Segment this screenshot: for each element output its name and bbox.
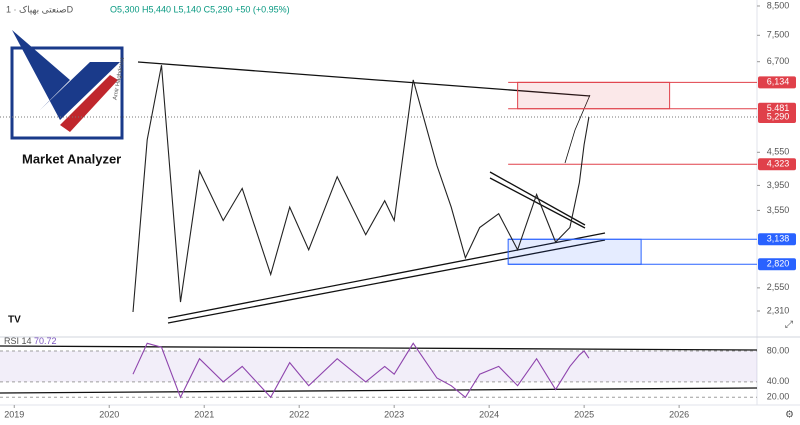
trendline xyxy=(489,177,586,229)
projection xyxy=(564,94,591,164)
rsi-title: RSI 14 70.72 xyxy=(4,336,57,346)
x-tick-label: 2019 xyxy=(4,409,24,419)
logo: Amir Haghdoust Market Analyzer xyxy=(10,30,126,166)
x-tick-label: 2023 xyxy=(384,409,404,419)
price-badge xyxy=(758,233,796,246)
ohlc: O5,300 H5,440 L5,140 C5,290 +50 (+0.95%) xyxy=(110,4,290,14)
rsi-trendline xyxy=(0,345,758,351)
y-tick-label: 80.00 xyxy=(767,345,790,355)
y-tick-label: 4,550 xyxy=(767,147,790,157)
symbol: صنعتی بهپاک · 1D xyxy=(6,4,74,15)
series-line xyxy=(132,342,590,399)
logo-eagle xyxy=(12,30,120,120)
logo-frame xyxy=(10,46,124,140)
trendline xyxy=(167,232,606,319)
price-badge-label: 2,820 xyxy=(767,259,790,269)
x-tick-label: 2024 xyxy=(479,409,499,419)
price-badge-label: 4,323 xyxy=(767,159,790,169)
price-badge-label: 6,134 xyxy=(767,77,790,87)
series-line xyxy=(132,65,590,313)
x-tick-label: 2025 xyxy=(574,409,594,419)
y-tick-label: 3,550 xyxy=(767,205,790,215)
x-tick-label: 2021 xyxy=(194,409,214,419)
y-tick-label: 6,700 xyxy=(767,56,790,66)
trendline xyxy=(167,239,606,324)
logo-stripe xyxy=(60,75,118,132)
y-tick-label: 40.00 xyxy=(767,376,790,386)
tv-logo: TV xyxy=(8,315,21,326)
trendline xyxy=(489,171,586,226)
y-tick-label: 8,500 xyxy=(767,0,790,10)
rsi-band xyxy=(0,351,757,382)
y-tick-label: 2,550 xyxy=(767,282,790,292)
settings-icon[interactable]: ⚙ xyxy=(785,410,794,421)
x-tick-label: 2022 xyxy=(289,409,309,419)
price-badge xyxy=(758,111,796,124)
trendline xyxy=(137,61,591,97)
support-zone xyxy=(507,238,642,265)
y-tick-label: 7,500 xyxy=(767,30,790,40)
x-tick-label: 2026 xyxy=(669,409,689,419)
rsi-trendline xyxy=(0,387,758,394)
y-tick-label: 2,310 xyxy=(767,305,790,315)
price-badge-label: 3,138 xyxy=(767,234,790,244)
y-tick-label: 20.00 xyxy=(767,392,790,402)
price-badge xyxy=(758,158,796,171)
logo-title: Market Analyzer xyxy=(22,151,121,166)
price-badge-label: 5,481 xyxy=(767,103,790,113)
scale-icon[interactable]: ⤢ xyxy=(785,320,793,331)
price-badge xyxy=(758,258,796,271)
rsi-name: RSI 14 xyxy=(4,336,32,346)
drawings xyxy=(0,61,758,394)
x-tick-label: 2020 xyxy=(99,409,119,419)
y-tick-label: 3,950 xyxy=(767,180,790,190)
price-badge-label: 5,290 xyxy=(767,111,790,121)
rsi-value: 70.72 xyxy=(34,336,57,346)
price-badge xyxy=(758,76,796,89)
target-zone xyxy=(517,81,671,110)
